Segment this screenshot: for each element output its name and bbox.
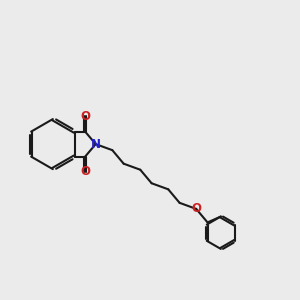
- Text: O: O: [191, 202, 201, 215]
- Text: O: O: [80, 165, 90, 178]
- Text: N: N: [91, 138, 101, 151]
- Text: O: O: [80, 110, 90, 123]
